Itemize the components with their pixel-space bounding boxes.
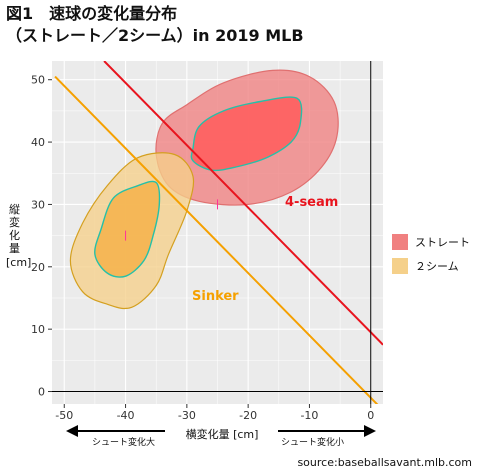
- reference-line-sinker: [54, 75, 379, 404]
- y-axis-label-1: 縦: [9, 203, 20, 216]
- y-axis-label-2: 変: [9, 215, 20, 229]
- reference-lines: [54, 61, 383, 404]
- y-tick-label: 0: [38, 386, 45, 399]
- reference-line-4-seam: [103, 61, 383, 346]
- legend-label-two-seam: ２シーム: [415, 260, 459, 273]
- tick-labels: -50 -40 -30 -20 -10 0 0 10 20 30 40 50: [31, 74, 374, 422]
- left-arrow: [66, 425, 165, 437]
- y-axis-label-4: 量: [9, 242, 20, 255]
- x-tick-label: 0: [367, 409, 374, 422]
- y-tick-label: 10: [31, 323, 45, 336]
- right-arrow-label: シュート変化小: [281, 436, 344, 448]
- source-credit: source:baseballsavant.mlb.com: [297, 456, 472, 469]
- figure-title-line2: （ストレート／2シーム）in 2019 MLB: [6, 26, 304, 45]
- legend-swatch-straight: [392, 234, 408, 250]
- annotation-4-seam: 4-seam: [285, 195, 338, 210]
- y-tick-label: 40: [31, 136, 45, 149]
- figure-title-line1: 図1 速球の変化量分布: [6, 4, 178, 23]
- legend-label-straight: ストレート: [415, 236, 470, 249]
- legend: ストレート ２シーム: [392, 234, 470, 274]
- x-axis-label: 横変化量 [cm]: [186, 427, 259, 441]
- inner-contour-two-seam: [94, 180, 161, 278]
- x-tick-label: -20: [239, 409, 257, 422]
- inner-contour-straight: [190, 96, 303, 172]
- y-tick-label: 50: [31, 74, 45, 87]
- x-tick-label: -40: [117, 409, 135, 422]
- contours: [69, 69, 339, 310]
- y-tick-label: 30: [31, 198, 45, 211]
- left-arrow-label: シュート変化大: [92, 436, 155, 448]
- x-tick-label: -50: [55, 409, 73, 422]
- annotation-sinker: Sinker: [192, 289, 239, 304]
- legend-swatch-two-seam: [392, 258, 408, 274]
- y-axis-label-3: 化: [9, 228, 20, 242]
- x-tick-label: -30: [178, 409, 196, 422]
- y-tick-label: 20: [31, 261, 45, 274]
- x-tick-label: -10: [300, 409, 318, 422]
- right-arrow: [278, 425, 376, 437]
- zero-axes: [52, 61, 383, 404]
- y-axis-unit: [cm]: [6, 256, 31, 269]
